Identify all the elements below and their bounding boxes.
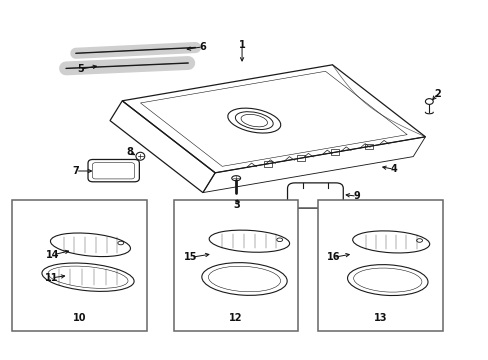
Bar <box>173 200 298 331</box>
Text: 9: 9 <box>353 191 360 201</box>
Bar <box>12 200 146 331</box>
Text: 5: 5 <box>77 64 84 74</box>
Text: 15: 15 <box>183 252 197 262</box>
Text: 2: 2 <box>433 89 440 99</box>
Text: 11: 11 <box>44 273 58 283</box>
Text: 13: 13 <box>373 312 386 323</box>
Text: 8: 8 <box>126 147 133 157</box>
Text: 7: 7 <box>72 166 79 176</box>
Bar <box>330 149 338 155</box>
Text: 12: 12 <box>229 312 243 323</box>
Text: 16: 16 <box>326 252 340 262</box>
Text: 4: 4 <box>389 164 396 174</box>
Bar <box>264 161 271 167</box>
Text: 10: 10 <box>72 312 86 323</box>
Bar <box>317 200 442 331</box>
Text: 3: 3 <box>233 200 240 210</box>
Text: 6: 6 <box>199 42 206 52</box>
Bar <box>364 144 372 149</box>
Text: 14: 14 <box>46 250 60 260</box>
Text: 1: 1 <box>238 40 245 50</box>
Bar <box>297 155 305 161</box>
